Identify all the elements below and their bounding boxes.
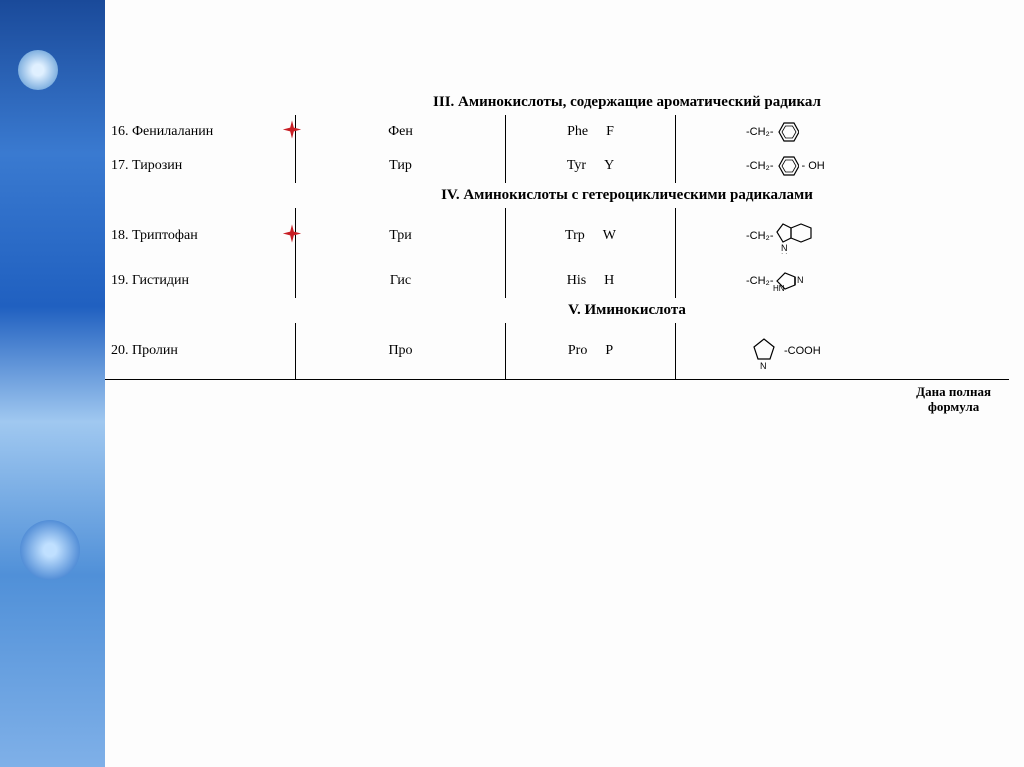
cell-formula: NH-COOH [675,323,1009,379]
formula-proline: NH-COOH [746,331,821,371]
row-number: 18. [111,228,129,243]
svg-text:HN: HN [773,284,785,293]
row-number: 16. [111,124,129,139]
svg-text:H: H [760,370,767,371]
cell-name: 17. Тирозин [105,158,295,174]
row-number: 17. [111,158,129,173]
formula-tryptophan: -CH₂-NH [746,218,823,254]
amino-acid-table: III. Аминокислоты, содержащие ароматичес… [105,90,1009,380]
star-icon [281,119,303,146]
cell-formula: -CH₂-- OH [675,149,1009,183]
cell-ru-code: Гис [295,264,505,298]
cell-en-code: Trp W [505,208,675,264]
cell-formula: -CH₂- [675,115,1009,149]
cell-formula: -CH₂-NH [675,208,1009,264]
cell-ru-code: Тир [295,149,505,183]
cell-en-code: Tyr Y [505,149,675,183]
cell-formula: -CH₂-HNN [675,264,1009,298]
table-row: 16. Фенилаланин Фен Phe F -CH₂- [105,115,1009,149]
formula-phenyl: -CH₂- [746,120,799,144]
table-row: 17. Тирозин Тир Tyr Y -CH₂-- OH [105,149,1009,183]
amino-name: Пролин [132,343,178,358]
decorative-sidebar [0,0,105,767]
section-header-5: V. Иминокислота [245,298,1009,323]
slide-content: III. Аминокислоты, содержащие ароматичес… [105,0,1024,767]
svg-text:H: H [781,252,788,254]
row-number: 20. [111,343,129,358]
amino-name: Тирозин [132,158,182,173]
cell-ru-code: Про [295,323,505,379]
cell-en-code: Pro P [505,323,675,379]
amino-name: Фенилаланин [132,124,213,139]
cell-en-code: Phe F [505,115,675,149]
cell-name: 19. Гистидин [105,273,295,289]
cell-ru-code: Три [295,208,505,264]
star-icon [281,223,303,250]
amino-name: Триптофан [132,228,198,243]
svg-text:N: N [797,275,804,285]
cell-ru-code: Фен [295,115,505,149]
footnote: Дана полная формула [916,385,991,415]
row-number: 19. [111,273,129,288]
formula-histidine: -CH₂-HNN [746,269,817,293]
amino-name: Гистидин [132,273,189,288]
cell-name: 18. Триптофан [105,228,295,244]
table-row: 19. Гистидин Гис His H -CH₂-HNN [105,264,1009,298]
section-header-4: IV. Аминокислоты с гетероциклическими ра… [245,183,1009,208]
cell-name: 16. Фенилаланин [105,124,295,140]
table-row: 18. Триптофан Три Trp W -CH₂-NH [105,208,1009,264]
cell-name: 20. Пролин [105,343,295,359]
formula-tyrosine: -CH₂-- OH [746,154,825,178]
cell-en-code: His H [505,264,675,298]
section-header-3: III. Аминокислоты, содержащие ароматичес… [245,90,1009,115]
table-row: 20. Пролин Про Pro P NH-COOH [105,323,1009,379]
